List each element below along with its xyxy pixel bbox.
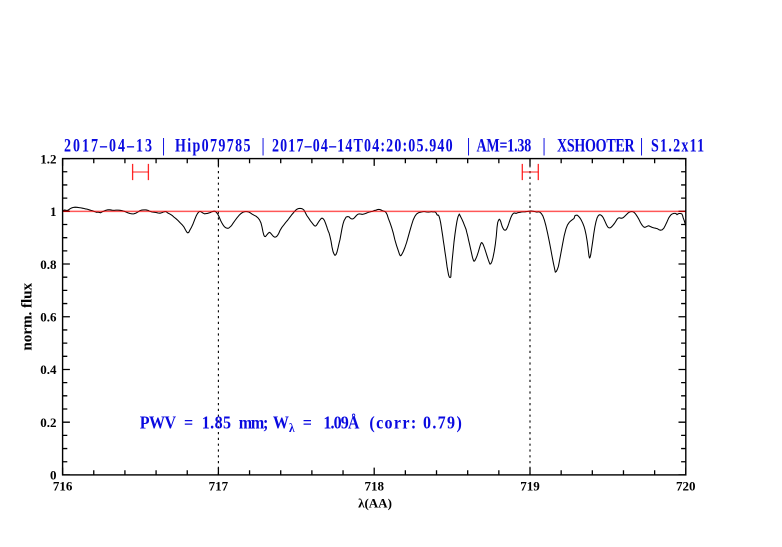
svg-text:norm. flux: norm. flux bbox=[19, 283, 36, 351]
svg-text:Hip079785: Hip079785 bbox=[175, 134, 252, 156]
svg-text:0.4: 0.4 bbox=[40, 362, 57, 377]
svg-text:717: 717 bbox=[209, 479, 229, 494]
svg-text:0.8: 0.8 bbox=[40, 257, 57, 272]
svg-text:0.6: 0.6 bbox=[40, 310, 57, 325]
svg-text:λ(AA): λ(AA) bbox=[358, 496, 392, 511]
svg-text:|: | bbox=[162, 134, 165, 156]
svg-text:XSHOOTER: XSHOOTER bbox=[557, 134, 635, 156]
svg-text:718: 718 bbox=[364, 479, 384, 494]
svg-text:|: | bbox=[261, 134, 264, 156]
svg-text:S1.2x11: S1.2x11 bbox=[651, 134, 705, 156]
svg-text:2017–04–14T04:20:05.940: 2017–04–14T04:20:05.940 bbox=[272, 134, 454, 156]
svg-text:1: 1 bbox=[50, 204, 57, 219]
svg-text:mm;: mm; bbox=[239, 413, 268, 433]
svg-text:0: 0 bbox=[50, 468, 57, 483]
svg-text:720: 720 bbox=[676, 479, 696, 494]
svg-text:=: = bbox=[184, 413, 193, 433]
svg-text:0.2: 0.2 bbox=[40, 415, 56, 430]
svg-text:1.2: 1.2 bbox=[40, 151, 56, 166]
svg-text:2017–04–13: 2017–04–13 bbox=[64, 134, 154, 156]
svg-text:(corr: 0.79): (corr: 0.79) bbox=[369, 413, 463, 433]
svg-text:|: | bbox=[640, 134, 643, 156]
svg-text:=: = bbox=[303, 413, 312, 433]
svg-text:1.09Å: 1.09Å bbox=[323, 413, 360, 433]
svg-text:|: | bbox=[542, 134, 545, 156]
svg-text:716: 716 bbox=[53, 479, 73, 494]
svg-text:AM=1.38: AM=1.38 bbox=[476, 134, 531, 156]
svg-text:1.85: 1.85 bbox=[202, 413, 232, 433]
svg-text:|: | bbox=[467, 134, 470, 156]
svg-text:PWV: PWV bbox=[140, 413, 176, 433]
svg-text:719: 719 bbox=[520, 479, 540, 494]
